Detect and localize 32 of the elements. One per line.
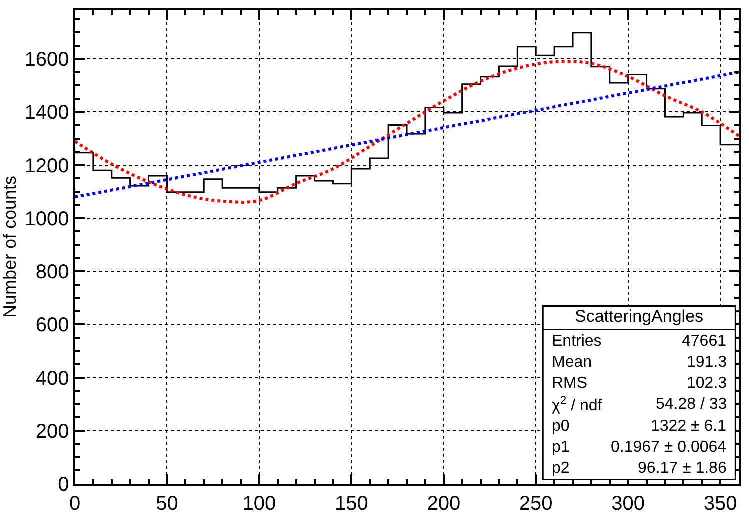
x-tick-label: 50	[156, 492, 178, 515]
annotation: 47661	[682, 333, 727, 350]
annotation: 191.3	[687, 354, 728, 371]
annotation: 54.28 / 33	[656, 396, 728, 413]
annotation: p1	[552, 439, 570, 456]
annotation: 102.3	[687, 375, 728, 392]
y-tick-label: 400	[36, 368, 70, 390]
annotation: RMS	[552, 375, 588, 392]
annotation: ScatteringAngles	[575, 307, 704, 326]
x-tick-label: 100	[242, 492, 276, 515]
y-tick-label: 0	[58, 474, 70, 496]
y-tick-label: 200	[36, 420, 70, 443]
y-tick-label: 1000	[24, 208, 70, 230]
x-tick-label: 300	[612, 492, 646, 515]
annotation: 96.17 ± 1.86	[638, 460, 727, 477]
x-tick-label: 200	[427, 492, 461, 515]
y-axis-title: Number of counts	[0, 176, 20, 318]
annotation: 1322 ± 6.1	[651, 418, 727, 435]
annotation: Entries	[552, 333, 602, 350]
annotation: p2	[552, 460, 570, 477]
x-tick-label: 350	[704, 492, 738, 515]
y-tick-label: 1600	[24, 49, 70, 72]
annotation: 0.1967 ± 0.0064	[611, 439, 727, 456]
annotation: χ$^{2}$ / ndf	[552, 395, 603, 415]
y-tick-label: 800	[36, 262, 70, 284]
x-tick-label: 250	[519, 492, 553, 515]
annotation: p0	[552, 418, 570, 435]
x-tick-label: 150	[334, 492, 368, 515]
y-tick-label: 1400	[24, 102, 70, 124]
annotation: Mean	[552, 354, 592, 371]
y-tick-label: 600	[36, 314, 70, 337]
y-tick-label: 1200	[24, 155, 70, 178]
